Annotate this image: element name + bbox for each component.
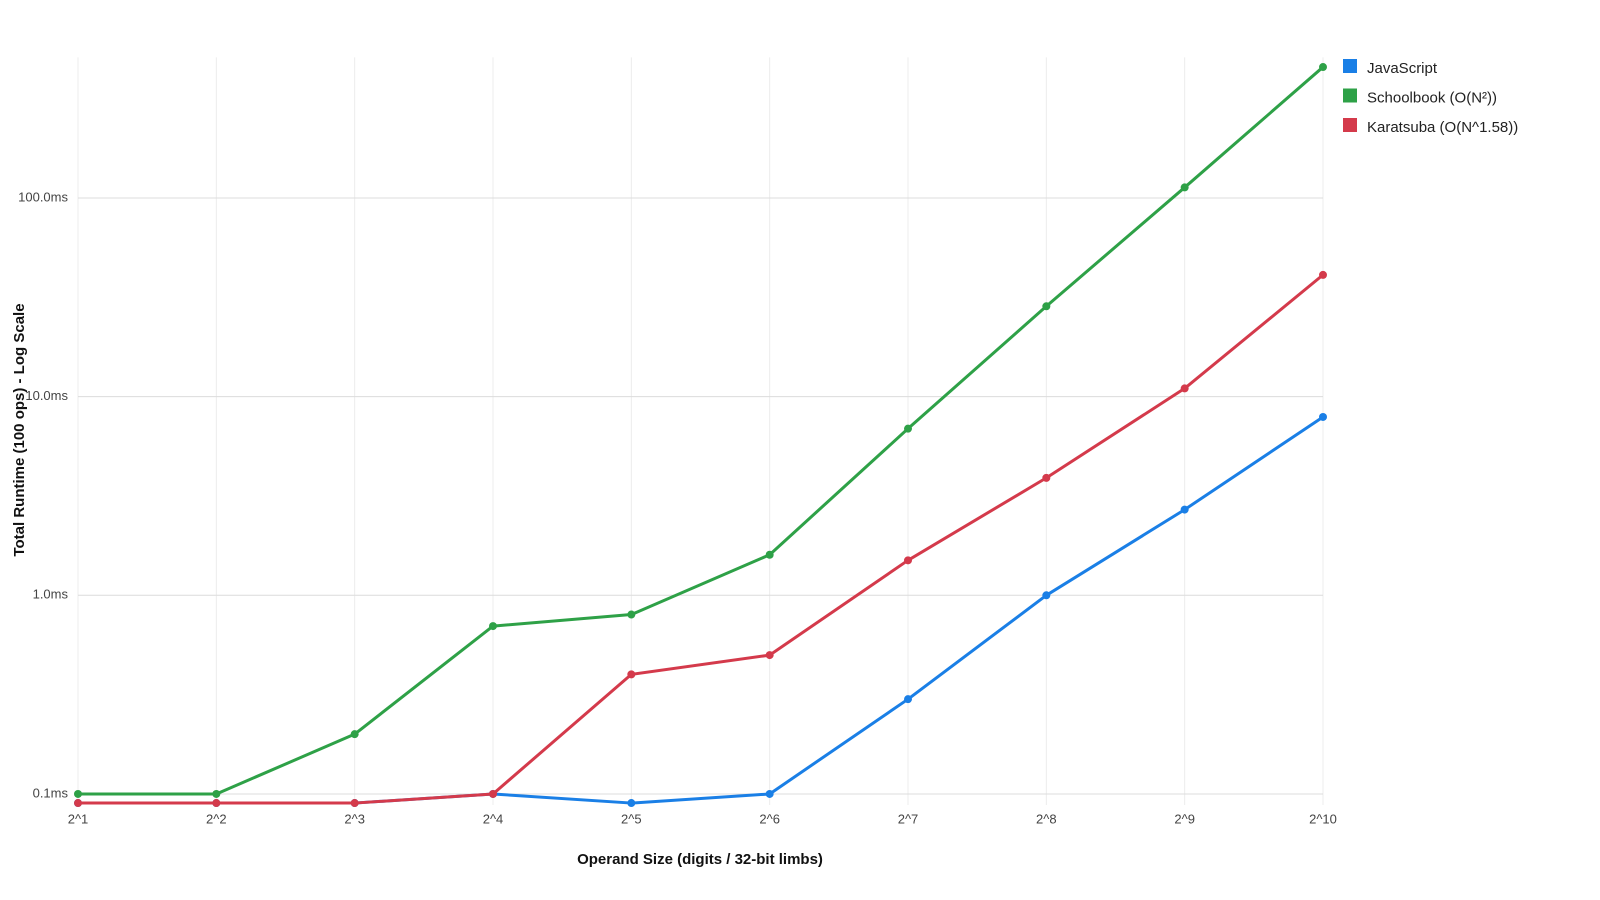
data-point	[904, 424, 912, 433]
legend-swatch	[1343, 88, 1357, 103]
data-point	[627, 799, 636, 808]
y-tick-label: 100.0ms	[18, 189, 68, 204]
y-tick-label: 10.0ms	[25, 388, 68, 403]
x-tick-label: 2^10	[1309, 811, 1337, 826]
x-tick-label: 2^5	[621, 811, 642, 826]
y-tick-label: 1.0ms	[33, 587, 69, 602]
x-tick-label: 2^4	[483, 811, 504, 826]
y-tick-label: 0.1ms	[33, 785, 69, 800]
legend-label: Karatsuba (O(N^1.58))	[1367, 119, 1518, 136]
x-tick-label: 2^1	[68, 811, 89, 826]
legend-swatch	[1343, 59, 1357, 73]
data-point	[765, 651, 774, 660]
data-point	[904, 695, 912, 704]
data-point	[1180, 505, 1189, 514]
data-point	[1319, 63, 1327, 72]
y-axis-title: Total Runtime (100 ops) - Log Scale	[11, 303, 28, 556]
data-point	[1319, 412, 1327, 421]
series-line	[78, 65, 1324, 796]
legend-label: JavaScript	[1367, 60, 1438, 77]
data-point	[1042, 302, 1051, 311]
data-point	[489, 789, 497, 798]
data-point	[1042, 591, 1051, 600]
grid	[77, 57, 1324, 805]
series-line	[78, 273, 1324, 805]
data-point	[627, 670, 636, 679]
data-point	[904, 556, 912, 565]
legend-swatch	[1343, 118, 1357, 132]
x-tick-label: 2^9	[1174, 811, 1195, 826]
series-line	[78, 415, 1324, 805]
data-point	[212, 789, 221, 798]
x-tick-label: 2^6	[759, 811, 780, 826]
data-point	[212, 799, 221, 808]
data-point	[74, 789, 82, 798]
data-point	[1319, 270, 1327, 279]
data-point	[350, 730, 359, 739]
data-point	[1180, 183, 1189, 192]
x-tick-label: 2^3	[344, 811, 365, 826]
data-point	[1042, 473, 1051, 482]
x-tick-label: 2^2	[206, 811, 227, 826]
data-point	[765, 550, 774, 559]
data-point	[74, 799, 82, 808]
data-point	[627, 610, 636, 619]
x-axis-title: Operand Size (digits / 32-bit limbs)	[577, 851, 823, 868]
data-point	[765, 789, 774, 798]
data-point	[489, 622, 497, 631]
x-tick-label: 2^8	[1036, 811, 1057, 826]
data-point	[350, 799, 359, 808]
legend-label: Schoolbook (O(N²))	[1367, 89, 1497, 106]
data-point	[1180, 384, 1189, 393]
x-tick-label: 2^7	[898, 811, 919, 826]
